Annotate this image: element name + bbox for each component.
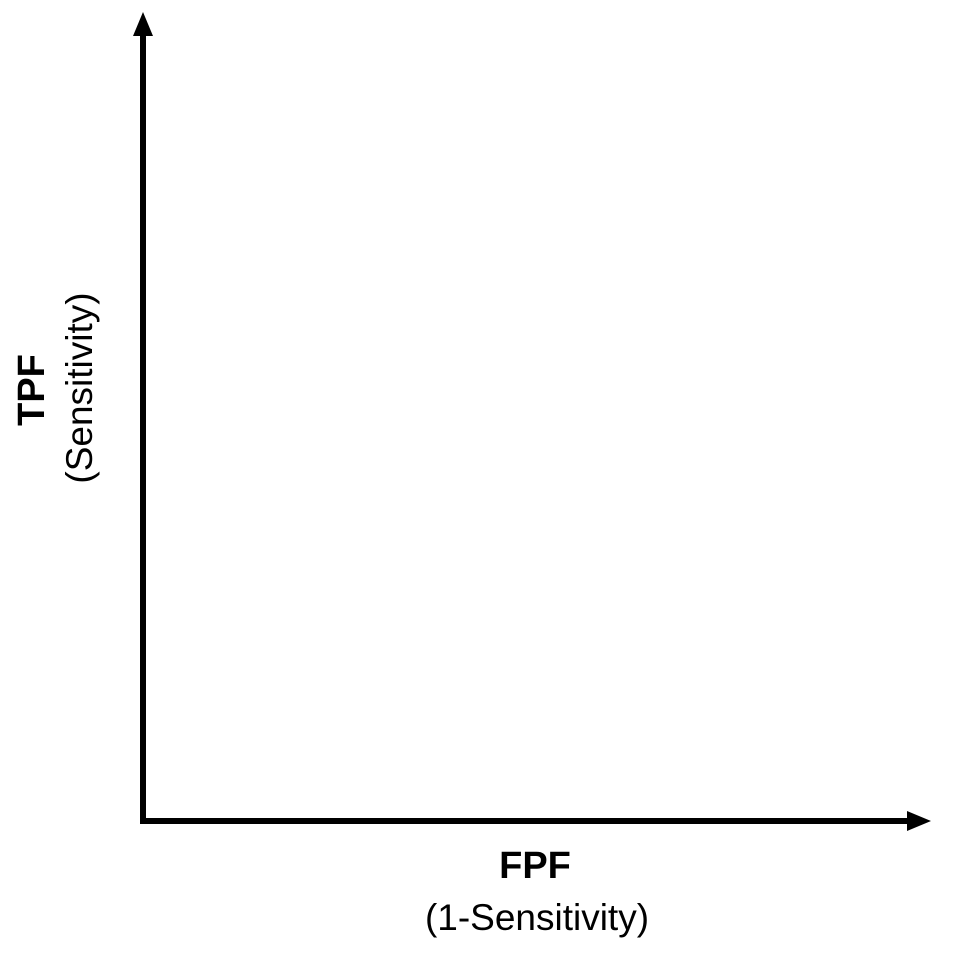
y-axis-sublabel: (Sensitivity) <box>59 292 100 483</box>
x-axis-sublabel: (1-Sensitivity) <box>425 897 649 938</box>
x-axis-arrow-icon <box>907 811 931 831</box>
y-axis-arrow-icon <box>133 12 153 36</box>
y-axis-label: TPF <box>11 354 53 426</box>
x-axis-label: FPF <box>499 845 571 887</box>
